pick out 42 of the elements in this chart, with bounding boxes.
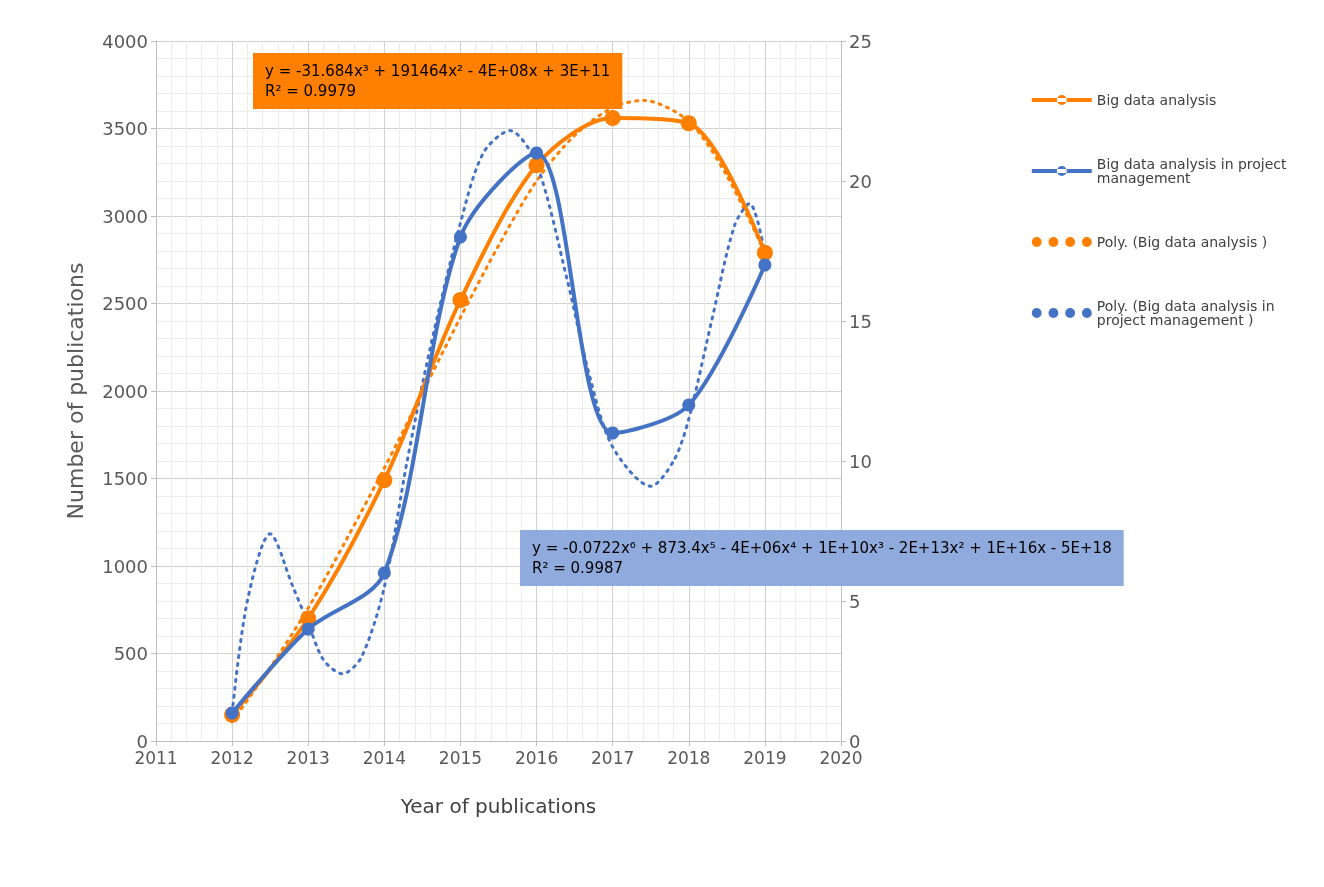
point	[680, 115, 697, 132]
y2-tick-label: 20	[849, 170, 872, 192]
legend-label: Big data analysis in project management	[1096, 156, 1291, 186]
point	[376, 472, 393, 489]
x-tick-label: 2015	[438, 747, 483, 768]
x-axis-title: Year of publications	[399, 794, 597, 818]
annotation: y = -31.684x³ + 191464x² - 4E+08x + 3E+11 R² = 0.9979	[265, 62, 611, 100]
x-tick-label: 2018	[667, 747, 711, 768]
x-tick-label: 2019	[743, 747, 787, 768]
x-tick-label: 2017	[591, 747, 635, 768]
point	[530, 146, 544, 160]
x-tick-label: 2012	[210, 747, 254, 768]
point	[682, 398, 696, 412]
y-axis-title: Number of publications	[62, 262, 88, 520]
x-tick-label: 2016	[514, 747, 559, 768]
legend-label: Poly. (Big data analysis in project management )	[1096, 298, 1280, 328]
y2-tick-label: 25	[849, 30, 872, 52]
y-tick-label: 3000	[102, 205, 148, 227]
point	[377, 566, 391, 580]
y2-tick-label: 15	[849, 310, 872, 332]
point	[606, 426, 620, 440]
point	[301, 622, 315, 636]
y2-tick-label: 5	[849, 590, 861, 612]
point	[452, 292, 469, 308]
legend-label: Poly. (Big data analysis )	[1096, 234, 1268, 250]
annotation: y = -0.0722x⁶ + 873.4x⁵ - 4E+06x⁴ + 1E+10x³ - 2E+13x² + 1E+16x - 5E+18 R² = 0.9987	[532, 539, 1112, 577]
point	[756, 244, 773, 261]
point	[528, 157, 545, 174]
y-tick-label: 3500	[102, 118, 148, 139]
point	[604, 110, 621, 126]
y-tick-label: 1500	[102, 468, 148, 489]
y-tick-label: 2000	[102, 380, 148, 402]
point	[453, 230, 467, 244]
point	[758, 258, 772, 272]
y-tick-label: 2500	[102, 293, 148, 314]
y2-tick-label: 10	[849, 450, 872, 472]
x-tick-label: 2014	[362, 747, 406, 768]
x-tick-label: 2013	[286, 747, 330, 768]
legend-label: Big data analysis	[1096, 92, 1217, 108]
y-tick-label: 500	[113, 643, 148, 664]
y-tick-label: 1000	[102, 555, 148, 577]
y-tick-label: 4000	[102, 30, 148, 52]
